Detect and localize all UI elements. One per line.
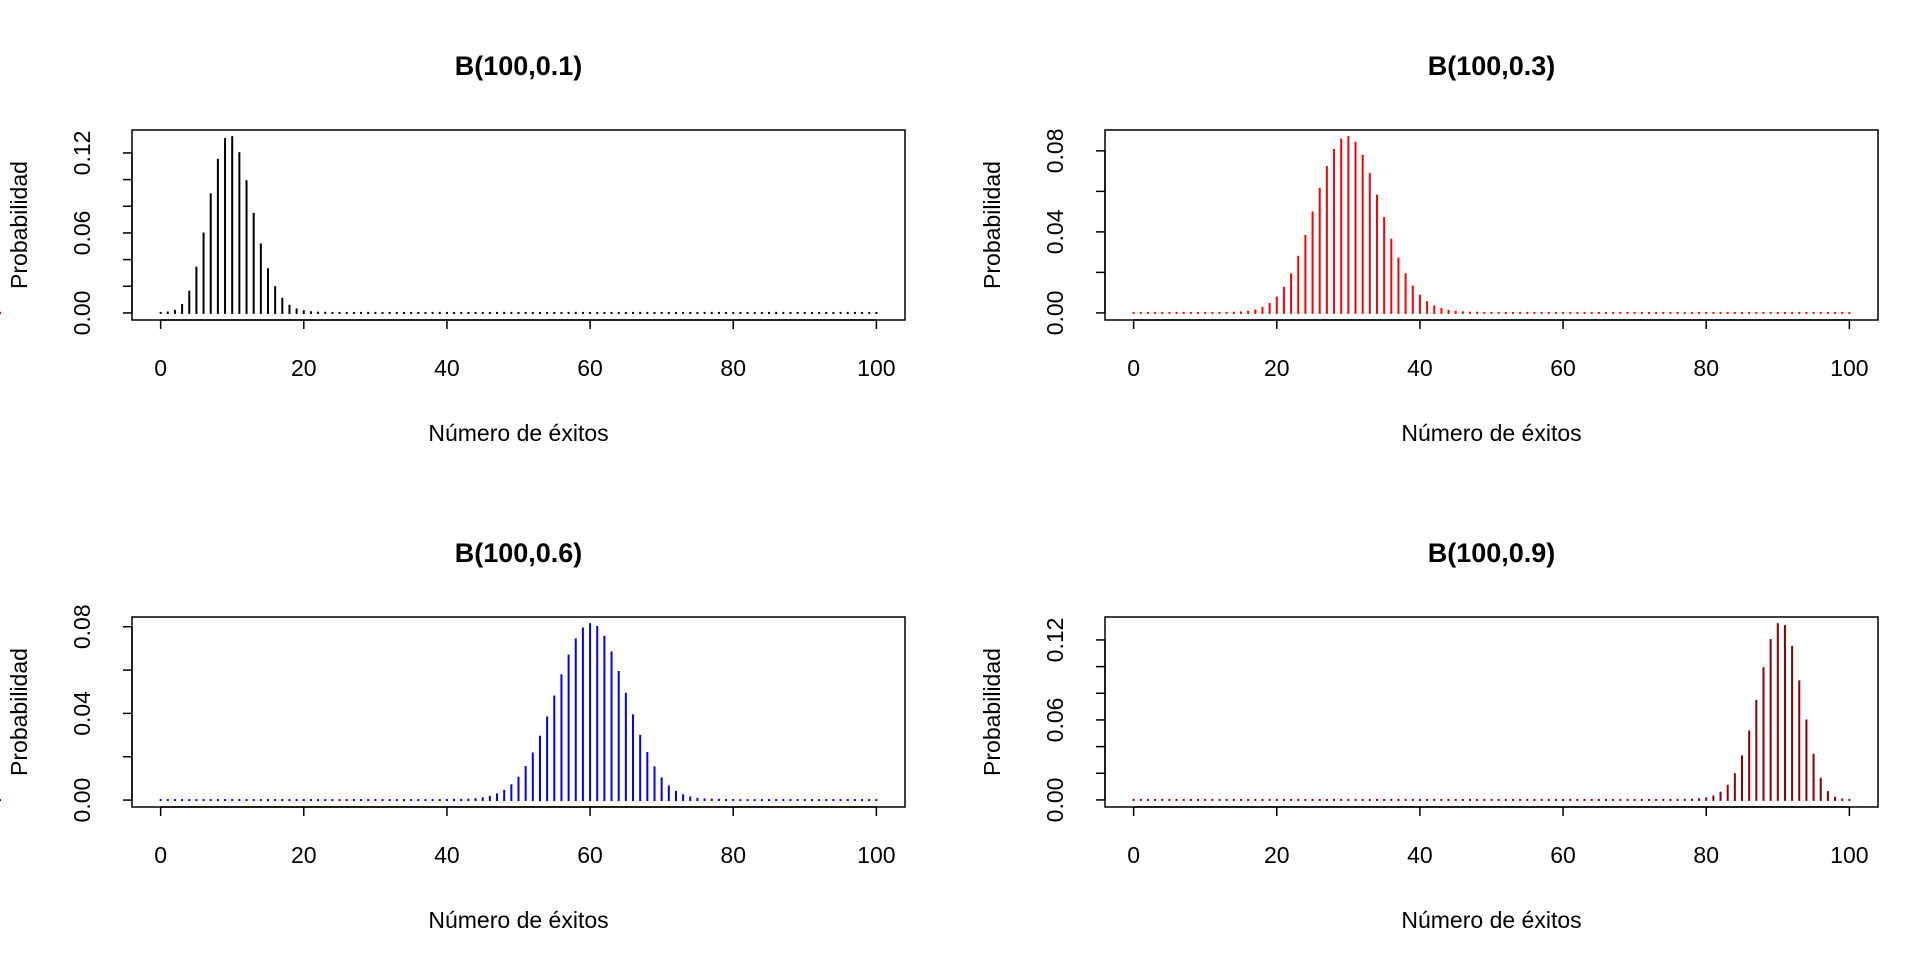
y-axis-label: Probabilidad [6, 648, 32, 776]
y-tick-label: 0.08 [69, 604, 95, 649]
y-tick-label: 0.00 [1042, 778, 1068, 823]
x-tick-label: 40 [1407, 355, 1433, 381]
panel-title: B(100,0.3) [1428, 51, 1556, 81]
y-axis-label: Probabilidad [979, 161, 1005, 289]
x-tick-label: 0 [1127, 842, 1140, 868]
x-tick-label: 80 [720, 355, 746, 381]
x-tick-label: 20 [1264, 355, 1290, 381]
x-tick-label: 40 [434, 842, 460, 868]
x-tick-label: 60 [1550, 355, 1576, 381]
x-tick-label: 20 [291, 355, 317, 381]
panel-title: B(100,0.6) [455, 538, 583, 568]
y-tick-label: 0.06 [69, 211, 95, 256]
x-tick-label: 100 [1830, 842, 1868, 868]
x-tick-label: 40 [1407, 842, 1433, 868]
x-axis-label: Número de éxitos [1401, 907, 1581, 933]
y-tick-label: 0.12 [1042, 618, 1068, 663]
x-tick-label: 80 [720, 842, 746, 868]
panel-title: B(100,0.1) [455, 51, 583, 81]
x-tick-label: 0 [154, 355, 167, 381]
y-tick-label: 0.06 [1042, 698, 1068, 743]
x-tick-label: 60 [577, 355, 603, 381]
panel-title: B(100,0.9) [1428, 538, 1556, 568]
y-axis-label: Probabilidad [979, 648, 1005, 776]
x-tick-label: 0 [1127, 355, 1140, 381]
x-tick-label: 80 [1693, 842, 1719, 868]
x-tick-label: 20 [1264, 842, 1290, 868]
plot-box [131, 129, 906, 321]
y-tick-label: 0.00 [69, 778, 95, 823]
x-tick-label: 0 [154, 842, 167, 868]
x-tick-label: 100 [857, 842, 895, 868]
x-tick-label: 60 [1550, 842, 1576, 868]
plot-box [1104, 129, 1879, 321]
y-tick-label: 0.00 [69, 291, 95, 336]
x-tick-label: 100 [1830, 355, 1868, 381]
y-tick-label: 0.12 [69, 131, 95, 176]
plot-box [1104, 616, 1879, 808]
x-tick-label: 60 [577, 842, 603, 868]
x-tick-label: 80 [1693, 355, 1719, 381]
x-tick-label: 100 [857, 355, 895, 381]
x-axis-label: Número de éxitos [1401, 420, 1581, 446]
y-tick-label: 0.00 [1042, 291, 1068, 336]
y-tick-label: 0.04 [69, 691, 95, 736]
x-axis-label: Número de éxitos [428, 420, 608, 446]
x-tick-label: 20 [291, 842, 317, 868]
x-tick-label: 40 [434, 355, 460, 381]
y-axis-label: Probabilidad [6, 161, 32, 289]
y-tick-label: 0.04 [1042, 209, 1068, 254]
y-tick-label: 0.08 [1042, 128, 1068, 173]
x-axis-label: Número de éxitos [428, 907, 608, 933]
